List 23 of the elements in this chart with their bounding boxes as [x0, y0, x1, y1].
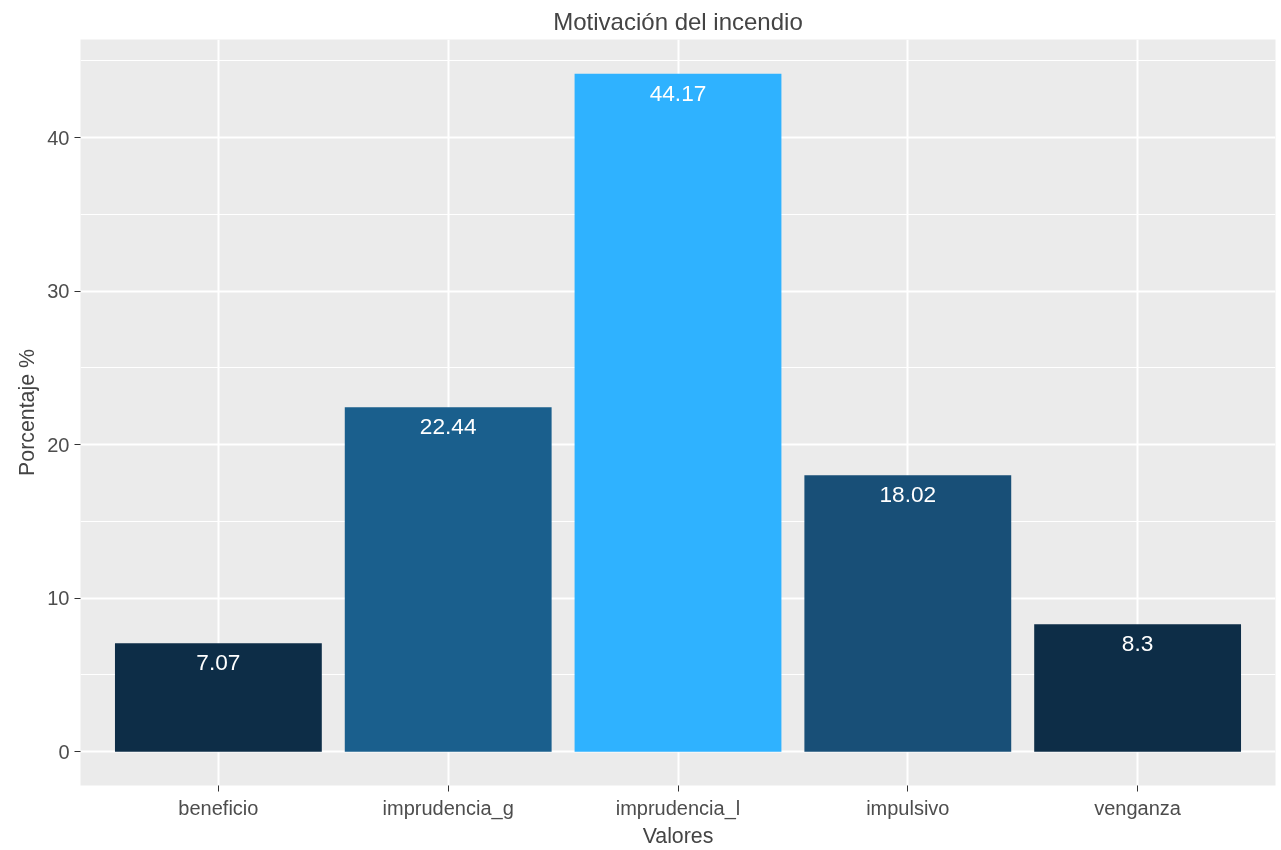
bar	[804, 475, 1012, 752]
data-label: 18.02	[879, 481, 937, 508]
y-tick-label: 0	[58, 740, 70, 763]
data-label: 22.44	[419, 413, 477, 440]
x-tick-label: impulsivo	[866, 796, 950, 819]
data-label: 7.07	[196, 649, 241, 676]
x-axis-title: Valores	[642, 823, 714, 848]
x-tick-label: beneficio	[178, 796, 259, 819]
data-label: 8.3	[1121, 630, 1154, 657]
data-label: 44.17	[649, 79, 707, 106]
bar	[114, 643, 322, 752]
x-tick-label: imprudencia_g	[382, 796, 514, 820]
bar	[574, 73, 782, 752]
x-tick-label: venganza	[1094, 796, 1182, 819]
bar	[1034, 624, 1242, 752]
y-tick-label: 30	[47, 280, 70, 303]
x-tick-label: imprudencia_l	[615, 796, 741, 820]
y-tick-label: 20	[47, 433, 70, 456]
y-axis-title: Porcentaje %	[15, 349, 40, 476]
bar	[344, 407, 552, 752]
y-tick-label: 40	[47, 126, 70, 149]
chart-title: Motivación del incendio	[553, 7, 803, 35]
y-tick-label: 10	[47, 587, 70, 610]
